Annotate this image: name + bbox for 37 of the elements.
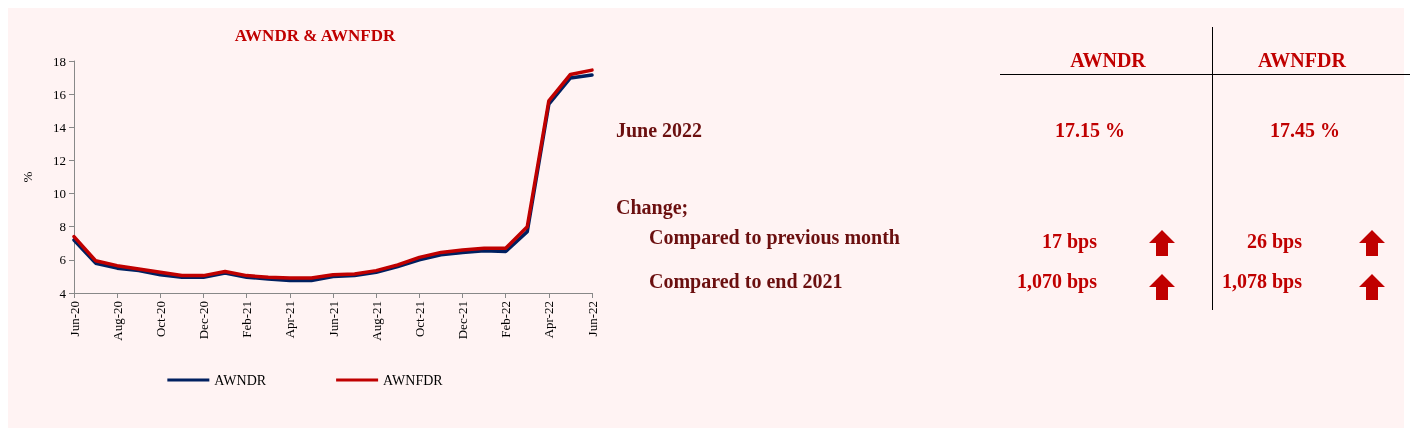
legend-label: AWNFDR xyxy=(383,372,444,388)
y-tick-label: 4 xyxy=(59,285,67,301)
text: 17.15 % xyxy=(1055,118,1125,142)
x-tick-label: Apr-22 xyxy=(541,301,557,339)
y-tick-label: 10 xyxy=(53,186,66,202)
y-tick-label: 6 xyxy=(59,252,67,268)
x-tick-label: Aug-20 xyxy=(109,301,125,341)
text: 1,078 bps xyxy=(1221,269,1302,293)
x-tick-label: Jun-22 xyxy=(584,301,600,337)
y-axis-title: % xyxy=(20,171,35,183)
text: Compared to previous month xyxy=(649,225,900,249)
text: Change; xyxy=(616,195,689,219)
text: AWNFDR xyxy=(1258,48,1346,72)
y-tick-label: 8 xyxy=(59,219,66,235)
x-tick-label: Feb-22 xyxy=(498,301,514,338)
legend-label: AWNDR xyxy=(214,372,267,388)
x-tick-label: Apr-21 xyxy=(282,301,298,339)
text: June 2022 xyxy=(616,118,703,142)
x-tick-label: Dec-20 xyxy=(196,301,211,340)
x-tick-label: Oct-21 xyxy=(411,301,427,338)
text: 26 bps xyxy=(1246,229,1302,253)
x-tick-label: Aug-21 xyxy=(368,301,384,341)
y-tick-label: 12 xyxy=(53,152,66,168)
x-tick-label: Oct-20 xyxy=(152,301,168,338)
text: 1,070 bps xyxy=(1016,269,1097,293)
x-tick-label: Feb-21 xyxy=(239,301,255,338)
x-tick-label: Jun-20 xyxy=(66,301,82,337)
x-tick-label: Jun-21 xyxy=(325,301,341,337)
y-tick-label: 18 xyxy=(53,53,66,69)
text: AWNDR xyxy=(1070,48,1146,72)
y-tick-label: 14 xyxy=(53,119,67,135)
chart-title: AWNDR & AWNFDR xyxy=(234,26,396,45)
x-tick-label: Dec-21 xyxy=(455,301,470,340)
text: 17 bps xyxy=(1041,229,1097,253)
text: Compared to end 2021 xyxy=(649,269,843,293)
text: 17.45 % xyxy=(1270,118,1340,142)
y-tick-label: 16 xyxy=(53,86,67,102)
